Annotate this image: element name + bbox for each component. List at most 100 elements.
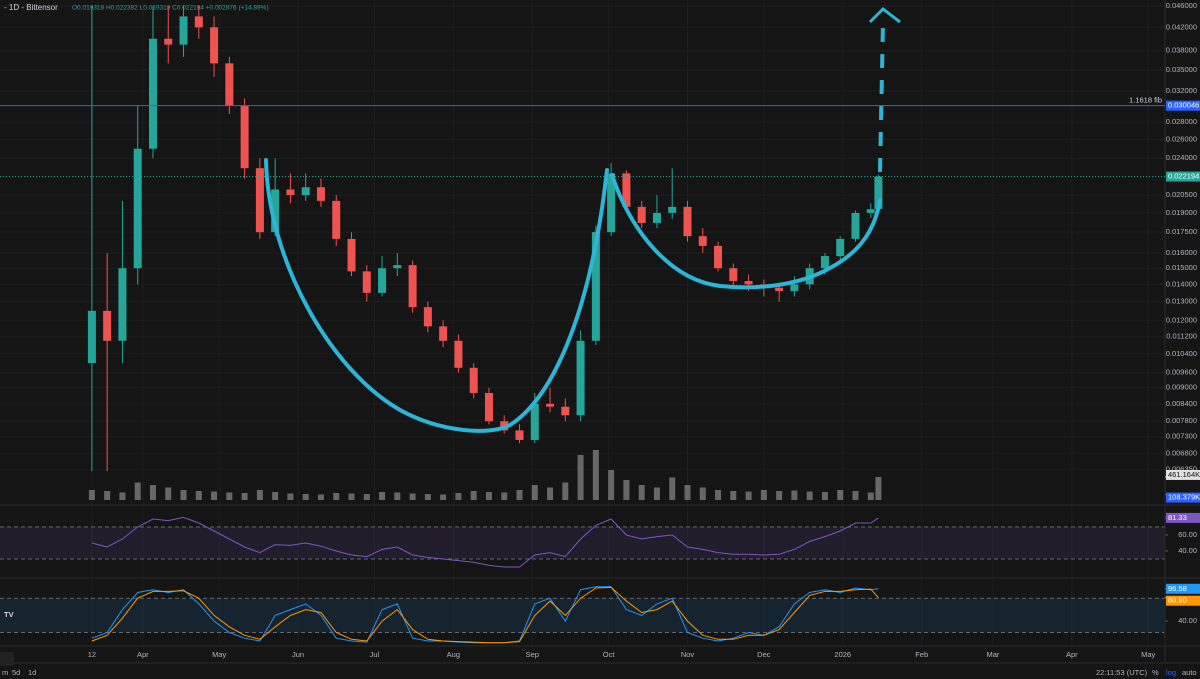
volume-bar bbox=[531, 485, 538, 500]
fib-label: 0.030046 bbox=[1168, 101, 1199, 110]
candle-body bbox=[225, 63, 234, 107]
volume-bar bbox=[577, 455, 584, 500]
volume-bar bbox=[821, 492, 828, 500]
x-tick-label: Dec bbox=[757, 650, 771, 659]
candle-body bbox=[118, 268, 127, 341]
candle-body bbox=[576, 340, 585, 416]
y-tick-label: 0.014000 bbox=[1166, 279, 1197, 288]
volume-bar bbox=[302, 494, 309, 500]
volume-bar bbox=[867, 492, 874, 500]
y-tick-label: 0.042000 bbox=[1166, 22, 1197, 31]
indicator-line bbox=[91, 516, 879, 568]
volume-bar bbox=[241, 493, 248, 500]
candle-body bbox=[347, 238, 356, 272]
last-price-label-bg bbox=[1166, 171, 1200, 182]
volume-bar bbox=[104, 491, 111, 500]
volume-bar bbox=[806, 491, 813, 500]
x-tick-label: Jun bbox=[292, 650, 304, 659]
candle-body bbox=[194, 16, 203, 28]
range-button[interactable]: 1d bbox=[28, 668, 36, 677]
volume-bar bbox=[791, 490, 798, 500]
y-tick-label: 0.006800 bbox=[1166, 448, 1197, 457]
candle-body bbox=[607, 173, 616, 233]
last-value-label: 81.33 bbox=[1168, 513, 1187, 522]
volume-bar bbox=[760, 490, 767, 500]
y-tick-label: 40.00 bbox=[1178, 546, 1197, 555]
x-tick-label: Oct bbox=[603, 650, 616, 659]
volume-bar bbox=[195, 491, 202, 500]
tv-mark: TV bbox=[4, 610, 14, 619]
volume-bar bbox=[608, 470, 615, 500]
candle-body bbox=[393, 265, 402, 269]
candle-body bbox=[316, 187, 325, 201]
candle-body bbox=[714, 245, 723, 269]
log-toggle[interactable]: log bbox=[1166, 668, 1176, 677]
volume-bar bbox=[226, 492, 233, 500]
candle-body bbox=[332, 200, 341, 239]
x-tick-label: 2026 bbox=[834, 650, 851, 659]
volume-ma-label: 108.379K bbox=[1168, 493, 1200, 502]
y-tick-label: 0.006350 bbox=[1166, 464, 1197, 473]
volume-bar bbox=[287, 493, 294, 500]
fib-label-bg bbox=[1166, 100, 1200, 111]
y-tick-label: 0.012000 bbox=[1166, 315, 1197, 324]
candle-body bbox=[637, 206, 646, 223]
volume-bar bbox=[333, 493, 340, 500]
candle-body bbox=[874, 176, 883, 210]
last-value-label-bg bbox=[1166, 595, 1200, 606]
candle-body bbox=[744, 281, 753, 285]
candle-body bbox=[836, 238, 845, 257]
candle-body bbox=[530, 403, 539, 440]
candle-body bbox=[103, 310, 112, 341]
volume-bar bbox=[424, 494, 431, 500]
x-tick-label: Aug bbox=[447, 650, 460, 659]
volume-bar bbox=[653, 487, 660, 500]
volume-bar bbox=[875, 476, 882, 500]
candle-body bbox=[729, 268, 738, 282]
volume-bar bbox=[149, 485, 156, 500]
volume-bar bbox=[256, 490, 263, 500]
x-tick-label: Apr bbox=[137, 650, 149, 659]
candle-body bbox=[851, 212, 860, 239]
volume-bar bbox=[317, 494, 324, 500]
x-tick-label: Jul bbox=[370, 650, 380, 659]
candle-body bbox=[240, 106, 249, 169]
candle-body bbox=[591, 232, 600, 341]
candle-body bbox=[210, 27, 219, 64]
auto-toggle[interactable]: auto bbox=[1182, 668, 1197, 677]
ohlc-legend: O0.019318 H0.022382 L0.019318 C0.022194 … bbox=[72, 5, 269, 12]
x-tick-label: Apr bbox=[1066, 650, 1078, 659]
x-tick-label: Nov bbox=[681, 650, 695, 659]
x-tick-label: Mar bbox=[986, 650, 999, 659]
last-price-label: 0.022194 bbox=[1168, 172, 1199, 181]
volume-bar bbox=[516, 490, 523, 500]
y-tick-label: 0.011200 bbox=[1166, 332, 1197, 341]
volume-bar bbox=[485, 492, 492, 500]
volume-bar bbox=[211, 491, 218, 500]
y-tick-label: 0.015000 bbox=[1166, 263, 1197, 272]
plot bbox=[0, 6, 1165, 644]
last-value-label-bg bbox=[1166, 512, 1200, 523]
last-value-label: 80.90 bbox=[1168, 596, 1187, 605]
candle-body bbox=[866, 209, 875, 213]
candle-body bbox=[148, 38, 157, 149]
candle-body bbox=[423, 307, 432, 327]
y-tick-label: 0.007300 bbox=[1166, 432, 1197, 441]
candle-body bbox=[301, 187, 310, 196]
y-tick-label: 0.008400 bbox=[1166, 399, 1197, 408]
y-tick-label: 0.028000 bbox=[1166, 117, 1197, 126]
volume-bar bbox=[852, 491, 859, 500]
volume-bar bbox=[715, 490, 722, 500]
candle-body bbox=[439, 326, 448, 341]
percent-toggle[interactable]: % bbox=[1152, 668, 1159, 677]
volume-label: 461.164K bbox=[1168, 470, 1200, 479]
candle-body bbox=[378, 268, 387, 293]
range-button[interactable]: m bbox=[2, 668, 8, 677]
range-button[interactable]: 5d bbox=[12, 668, 20, 677]
candle-body bbox=[362, 271, 371, 293]
candle-body bbox=[790, 284, 799, 292]
candle-body bbox=[286, 189, 295, 196]
